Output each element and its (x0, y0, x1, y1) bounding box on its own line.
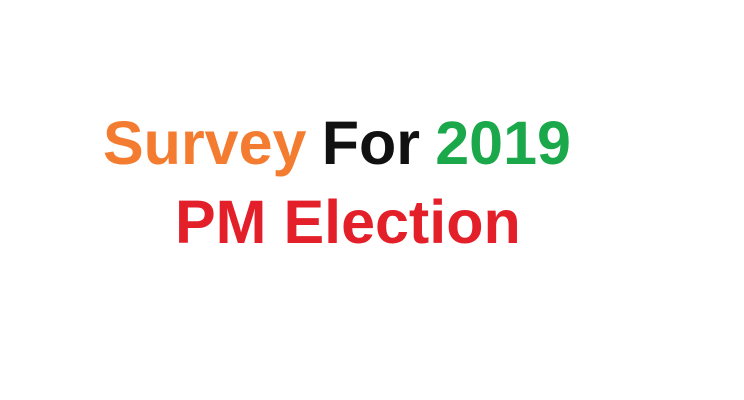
headline-word-for: For (321, 109, 420, 177)
headline-word-survey: Survey (103, 109, 307, 177)
headline-line-2: PM Election (175, 188, 521, 256)
headline-word-year: 2019 (435, 109, 571, 177)
headline-line-1: Survey For 2019 (103, 113, 571, 174)
